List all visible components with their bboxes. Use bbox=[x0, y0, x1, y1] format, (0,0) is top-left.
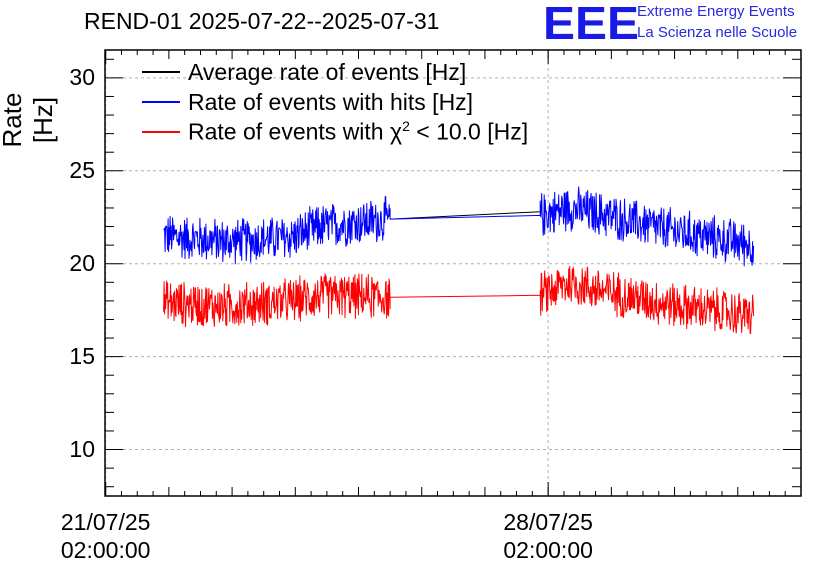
logo-line-1: Extreme Energy Events bbox=[637, 3, 795, 20]
y-axis-label: Rate [Hz] bbox=[0, 92, 58, 148]
x-tick-label-date: 21/07/25 bbox=[60, 509, 151, 535]
x-tick-label: 21/07/25 02:00:00 bbox=[41, 508, 171, 564]
x-tick-label-date: 28/07/25 bbox=[503, 509, 593, 535]
legend-swatch-hits bbox=[142, 101, 180, 103]
legend-label-chi2: Rate of events with χ2 < 10.0 [Hz] bbox=[188, 118, 528, 146]
y-tick-label: 10 bbox=[69, 435, 95, 462]
legend-label-hits: Rate of events with hits [Hz] bbox=[188, 88, 474, 115]
y-tick-label: 30 bbox=[69, 63, 95, 90]
x-tick-label: 28/07/25 02:00:00 bbox=[483, 508, 613, 564]
legend-item-chi2: Rate of events with χ2 < 10.0 [Hz] bbox=[142, 118, 528, 146]
plot-frame bbox=[104, 49, 802, 497]
eee-logo-mark: EEE bbox=[543, 1, 639, 45]
eee-logo: EEE bbox=[543, 1, 639, 45]
y-tick-label: 25 bbox=[69, 156, 95, 183]
legend-swatch-chi2 bbox=[142, 131, 180, 133]
series-hits bbox=[163, 186, 755, 267]
legend-item-hits: Rate of events with hits [Hz] bbox=[142, 89, 473, 115]
legend-chi2-superscript: 2 bbox=[402, 118, 410, 135]
series-chi2 bbox=[163, 265, 755, 335]
legend-swatch-average bbox=[142, 71, 180, 73]
x-tick-label-time: 02:00:00 bbox=[503, 537, 593, 563]
plot-border bbox=[104, 49, 802, 497]
data-series bbox=[163, 186, 755, 335]
legend-chi2-suffix: < 10.0 [Hz] bbox=[409, 118, 529, 145]
legend-item-average: Average rate of events [Hz] bbox=[142, 59, 466, 85]
grid-lines bbox=[105, 50, 801, 496]
chart-title: REND-01 2025-07-22--2025-07-31 bbox=[84, 8, 440, 34]
legend-chi2-prefix: Rate of events with χ bbox=[188, 118, 403, 145]
legend-label-average: Average rate of events [Hz] bbox=[188, 58, 467, 85]
logo-line-2: La Scienza nelle Scuole bbox=[637, 24, 798, 41]
x-tick-label-time: 02:00:00 bbox=[60, 537, 151, 563]
y-tick-label: 20 bbox=[69, 249, 95, 276]
series-average bbox=[390, 211, 541, 220]
y-tick-label: 15 bbox=[69, 342, 95, 369]
